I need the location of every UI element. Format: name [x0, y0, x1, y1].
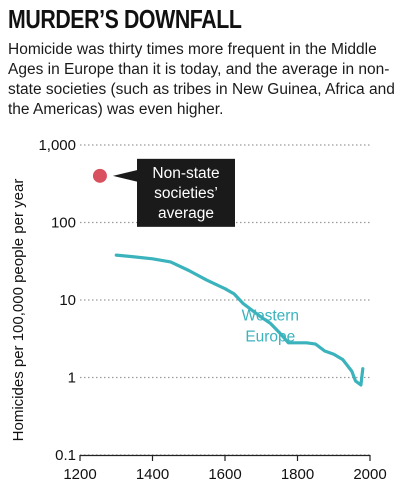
point-non-state-societies: [92, 168, 107, 183]
y-tick-label: 100: [51, 215, 76, 232]
callout-text-line: average: [158, 205, 214, 222]
y-axis-label: Homicides per 100,000 people per year: [10, 179, 27, 442]
label-layer: Western Europe: [242, 308, 299, 346]
annotation-layer: Non-state societies’ average: [92, 158, 235, 227]
y-tick-label: 10: [59, 292, 76, 309]
axis-layer: 0.1 1 10 100 1,000 1200 1400 1600 1800 2000 Homici…: [10, 137, 387, 483]
y-tick-label: 1: [68, 370, 76, 387]
x-tick-label: 1200: [63, 466, 96, 483]
chart-subtitle: Homicide was thirty times more frequent …: [8, 41, 395, 118]
series-label-line: Western: [242, 308, 299, 325]
x-tick-label: 2000: [353, 466, 386, 483]
x-tick-label: 1400: [136, 466, 169, 483]
callout-text-line: societies’: [154, 185, 218, 202]
series-label-line: Europe: [245, 329, 295, 346]
chart-title: MURDER’S DOWNFALL: [8, 4, 242, 34]
x-tick-label: 1600: [208, 466, 241, 483]
series-line-western-europe: [114, 253, 365, 387]
y-tick-label: 1,000: [38, 137, 76, 154]
x-tick-label: 1800: [281, 466, 314, 483]
y-tick-label: 0.1: [55, 447, 76, 464]
callout-box: [137, 158, 235, 227]
callout-pointer: [112, 169, 138, 182]
callout-text-line: Non-state: [152, 165, 219, 182]
series-layer: [114, 253, 365, 387]
